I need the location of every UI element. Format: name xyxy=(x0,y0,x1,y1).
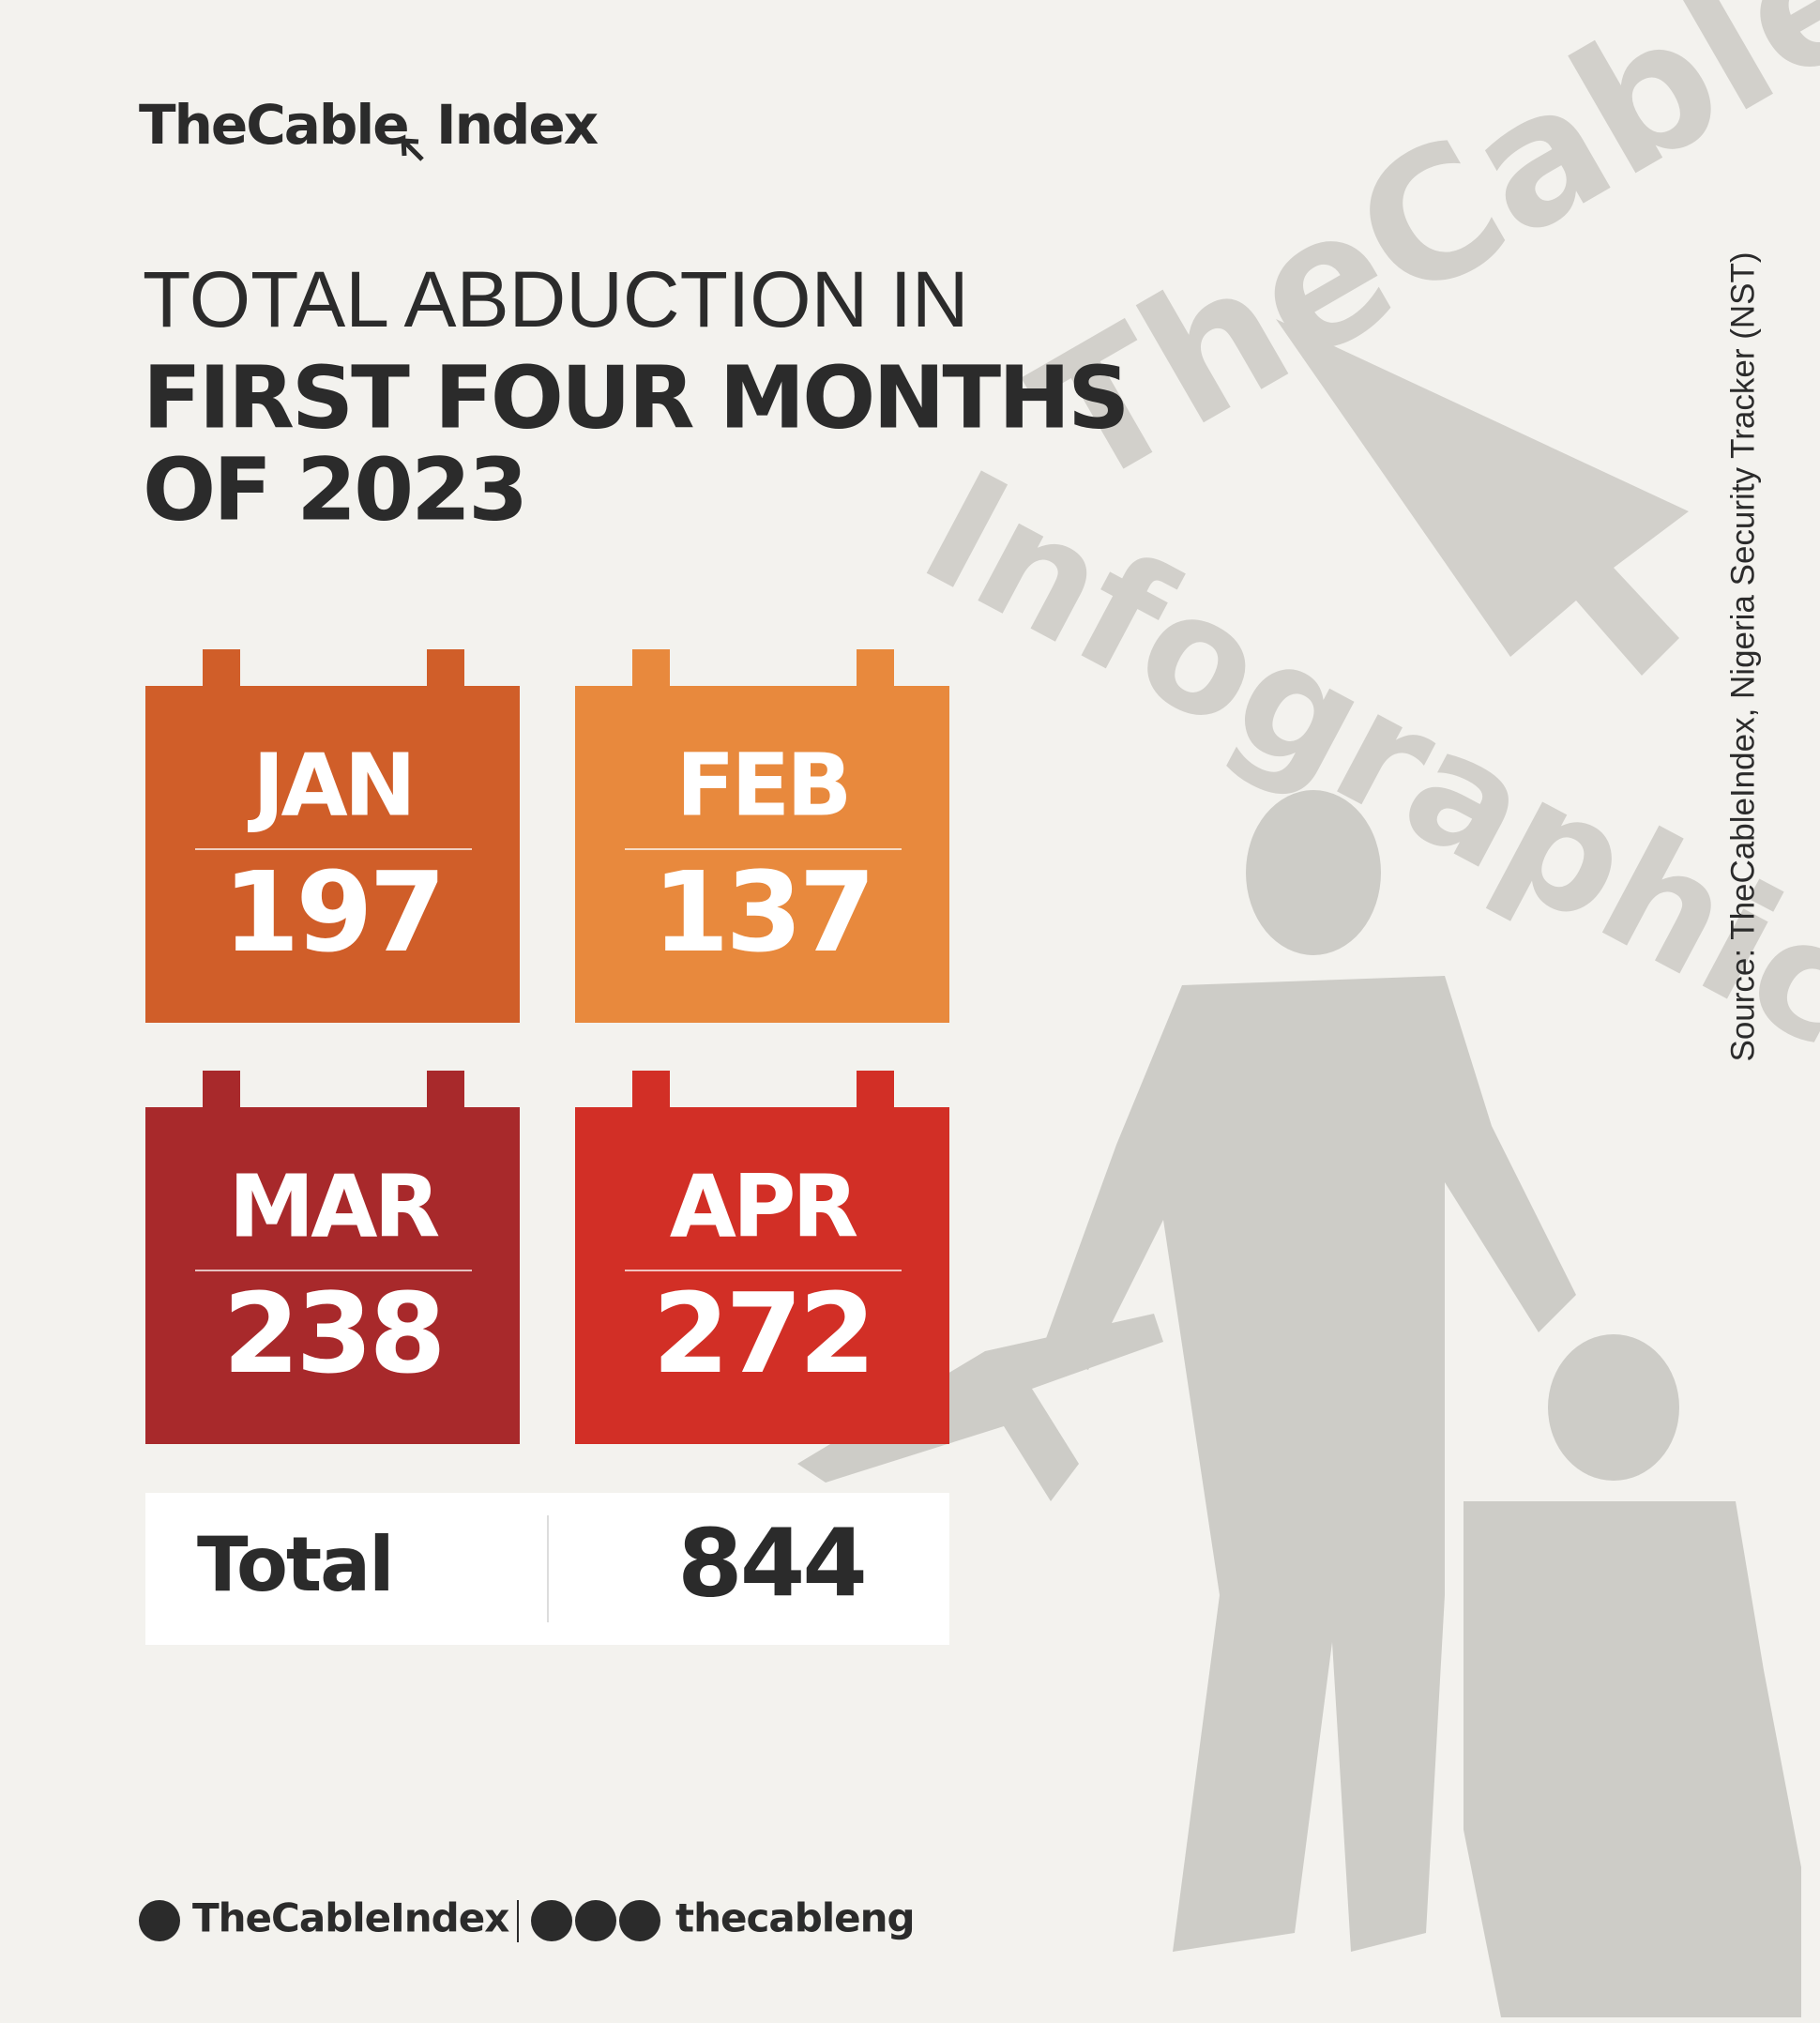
logo-suffix: Index xyxy=(436,93,599,157)
month-label: JAN xyxy=(247,735,412,835)
tile-tab xyxy=(203,649,240,687)
footer-handle: TheCableIndex xyxy=(192,1895,509,1941)
total-value: 844 xyxy=(677,1508,865,1618)
tile-tab xyxy=(632,1071,670,1108)
tile-tab xyxy=(427,1071,464,1108)
logo: TheCable xyxy=(139,93,408,157)
footer-social: thecableng xyxy=(675,1895,915,1941)
total-label: Total xyxy=(197,1521,393,1608)
month-value: 197 xyxy=(222,847,442,977)
twitter-icon xyxy=(139,1900,180,1941)
month-value: 272 xyxy=(652,1269,872,1398)
facebook-icon xyxy=(619,1900,660,1941)
title-line: FIRST FOUR MONTHS xyxy=(143,347,1127,448)
source: Source: TheCableIndex, Nigeria Security … xyxy=(1724,251,1761,1061)
month-value: 238 xyxy=(222,1269,442,1398)
month-tiles: JAN 197 FEB 137 MAR 238 APR 272 xyxy=(145,649,949,1444)
month-tile xyxy=(145,1107,520,1444)
tile-tab xyxy=(632,649,670,687)
tile-tab xyxy=(203,1071,240,1108)
month-tile xyxy=(145,686,520,1023)
instagram-icon xyxy=(575,1900,616,1941)
twitter-icon xyxy=(531,1900,572,1941)
month-label: FEB xyxy=(676,735,849,835)
month-tile xyxy=(575,686,949,1023)
month-label: MAR xyxy=(229,1156,439,1256)
cursor-icon xyxy=(1276,319,1689,676)
title-line: OF 2023 xyxy=(143,439,525,540)
tile-tab xyxy=(857,1071,894,1108)
month-value: 137 xyxy=(652,847,872,977)
tile-tab xyxy=(427,649,464,687)
title-line: TOTAL ABDUCTION IN xyxy=(143,255,969,343)
tile-tab xyxy=(857,649,894,687)
silhouette xyxy=(797,790,1801,2017)
month-label: APR xyxy=(670,1156,857,1256)
month-tile xyxy=(575,1107,949,1444)
logo-cursor xyxy=(401,138,424,161)
